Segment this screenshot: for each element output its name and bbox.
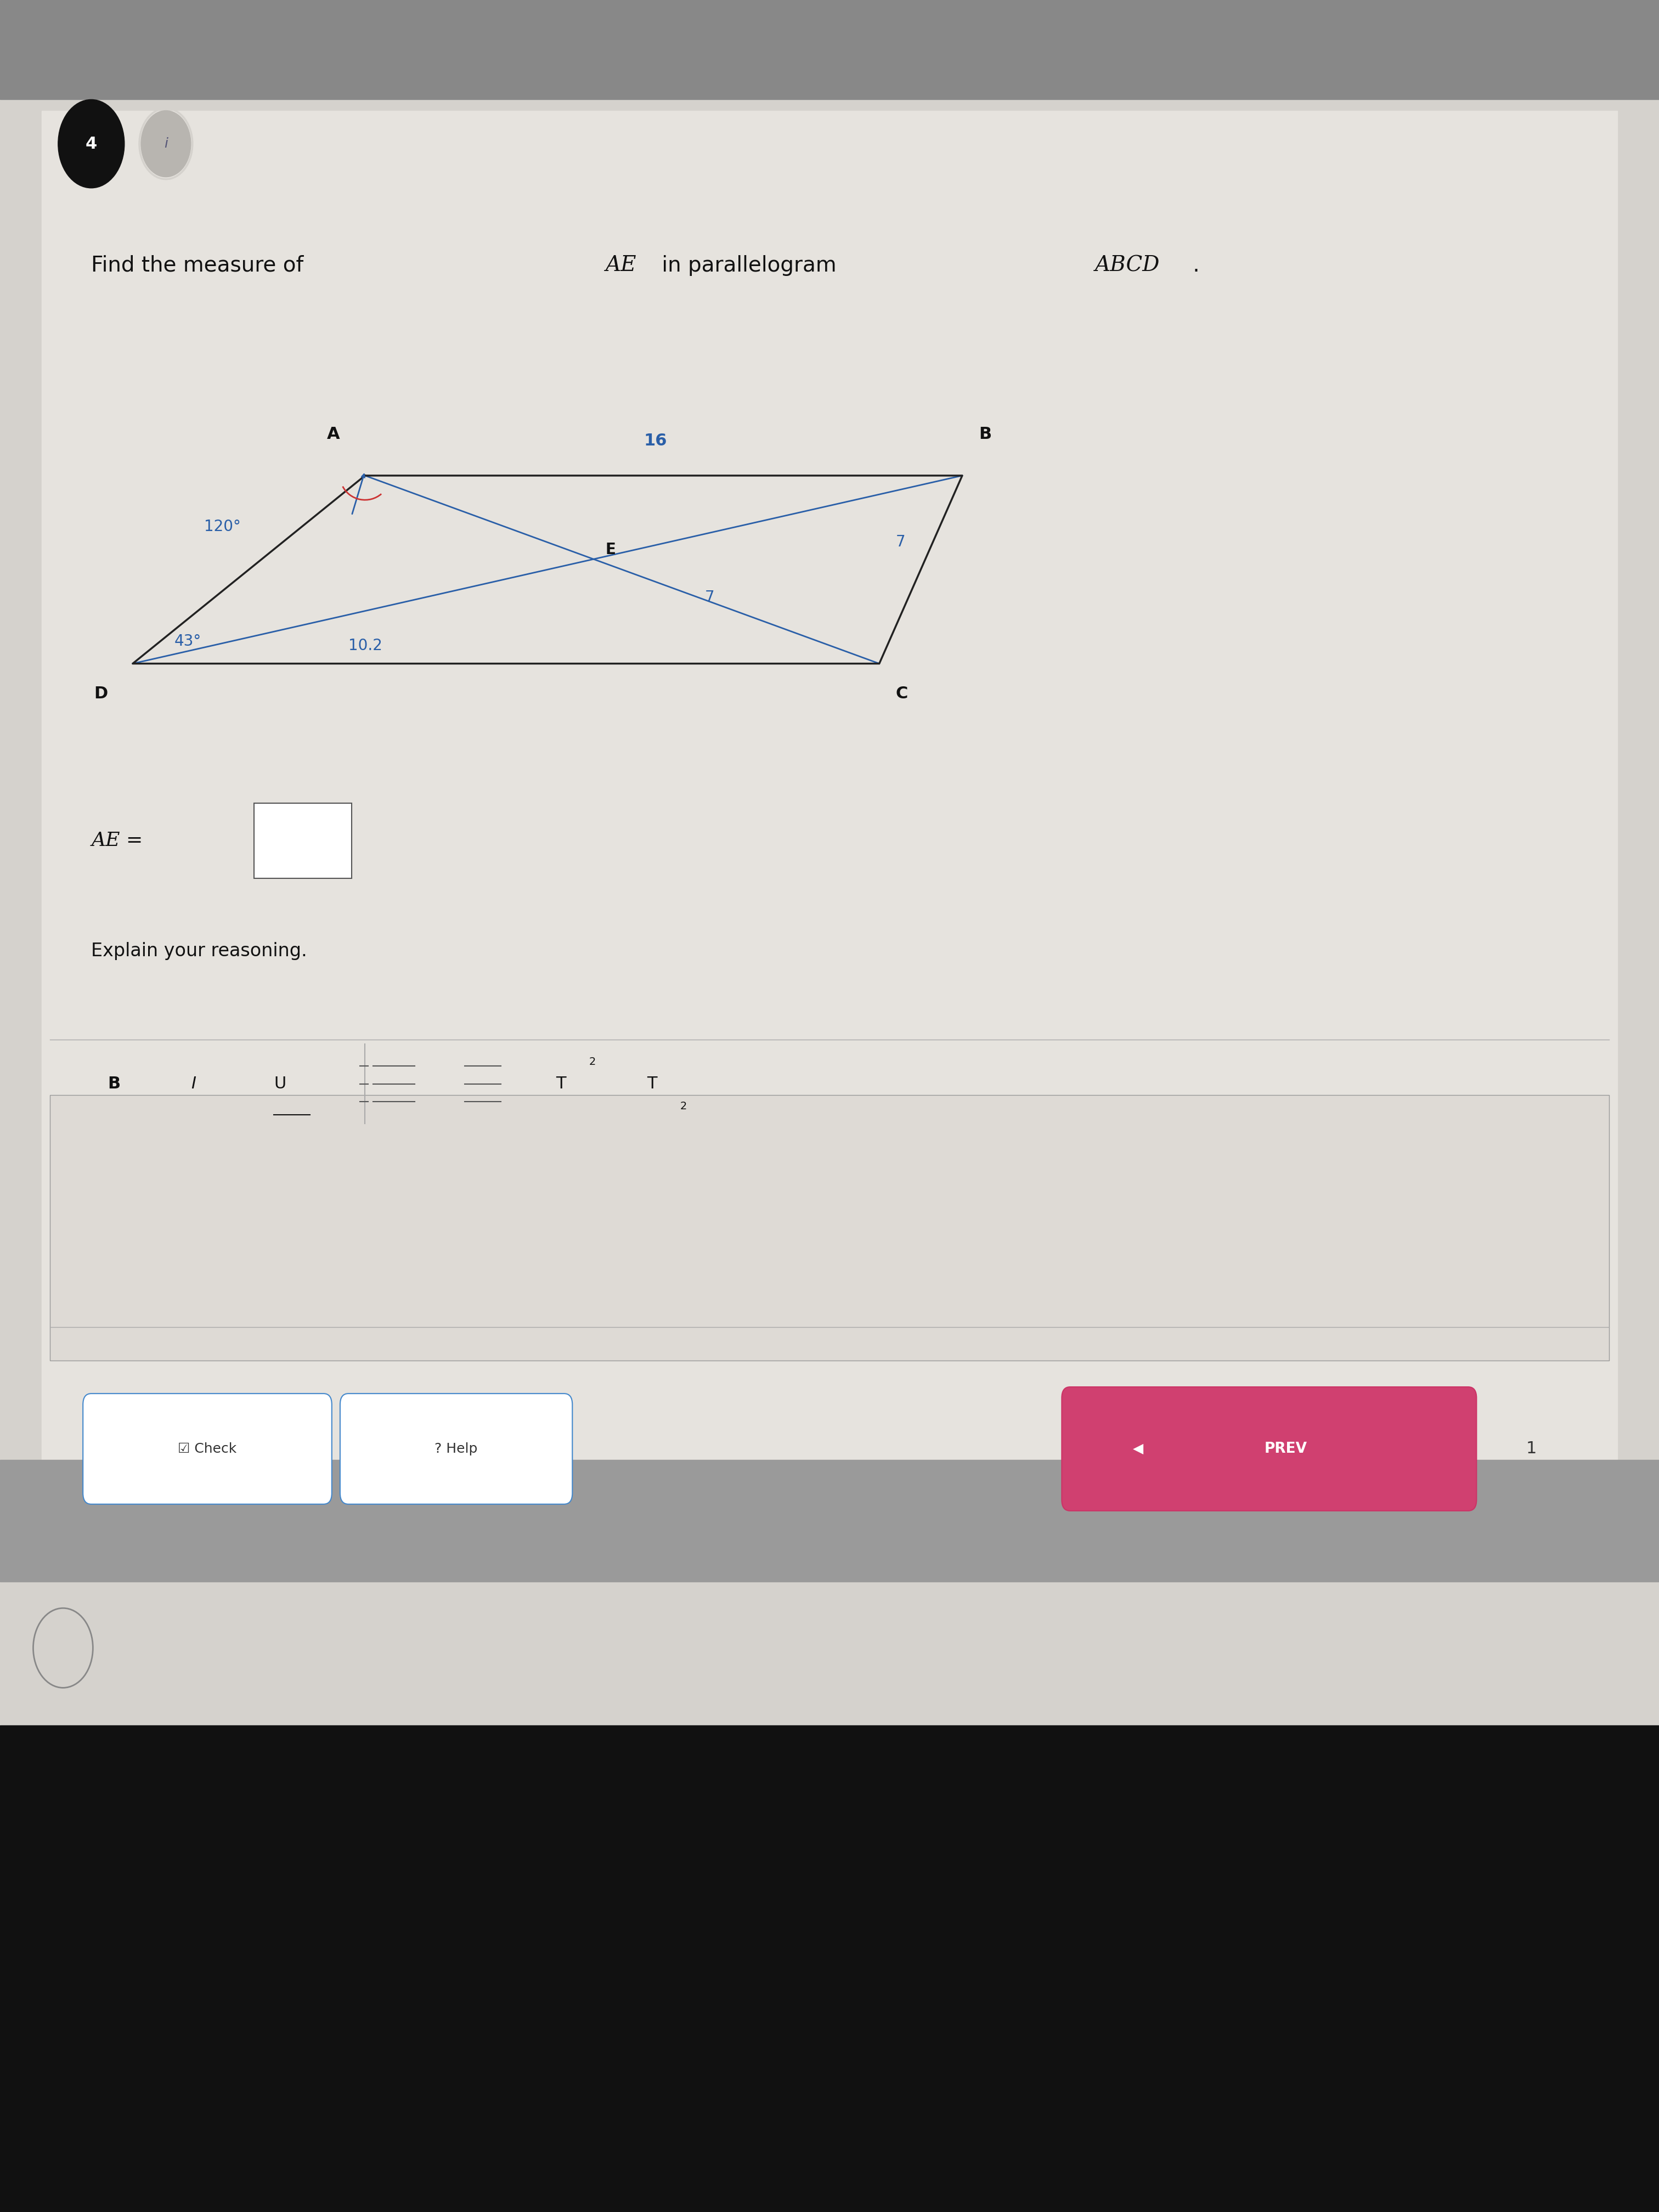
Bar <box>0 1460 1659 1582</box>
Text: A: A <box>327 427 340 442</box>
Text: .: . <box>1186 254 1199 276</box>
Text: 120°: 120° <box>204 520 241 533</box>
Text: 7: 7 <box>705 591 715 604</box>
Text: 43°: 43° <box>174 635 201 648</box>
Text: AE =: AE = <box>91 832 149 849</box>
Text: ? Help: ? Help <box>435 1442 478 1455</box>
Text: ABCD: ABCD <box>1095 254 1160 276</box>
Bar <box>50 1095 1609 1360</box>
Text: C: C <box>896 686 907 701</box>
Text: U: U <box>274 1075 285 1093</box>
Text: E: E <box>606 542 615 557</box>
Text: PREV: PREV <box>1264 1442 1307 1455</box>
FancyBboxPatch shape <box>254 803 352 878</box>
Text: B: B <box>108 1075 121 1093</box>
Text: ◀: ◀ <box>1133 1442 1143 1455</box>
FancyBboxPatch shape <box>1062 1387 1477 1511</box>
Text: T: T <box>647 1075 657 1093</box>
FancyBboxPatch shape <box>340 1394 572 1504</box>
Bar <box>41 111 1618 1571</box>
Text: 2: 2 <box>589 1057 596 1066</box>
Text: Find the measure of: Find the measure of <box>91 254 317 276</box>
Circle shape <box>58 100 124 188</box>
Text: in parallelogram: in parallelogram <box>655 254 843 276</box>
Text: 10.2: 10.2 <box>348 639 382 653</box>
Text: T: T <box>556 1075 566 1093</box>
Text: 4: 4 <box>85 135 98 153</box>
Text: i: i <box>164 137 168 150</box>
Text: 16: 16 <box>644 434 667 449</box>
Text: D: D <box>95 686 108 701</box>
Text: 7: 7 <box>896 535 906 549</box>
Circle shape <box>141 111 191 177</box>
FancyBboxPatch shape <box>83 1394 332 1504</box>
Text: 2: 2 <box>680 1102 687 1110</box>
Bar <box>0 1725 1659 2212</box>
Text: Explain your reasoning.: Explain your reasoning. <box>91 942 307 960</box>
Text: ☑ Check: ☑ Check <box>178 1442 237 1455</box>
Text: B: B <box>979 427 992 442</box>
Bar <box>0 0 1659 100</box>
Text: 1: 1 <box>1526 1440 1536 1458</box>
Text: I: I <box>191 1075 196 1093</box>
Text: AE: AE <box>606 254 637 276</box>
